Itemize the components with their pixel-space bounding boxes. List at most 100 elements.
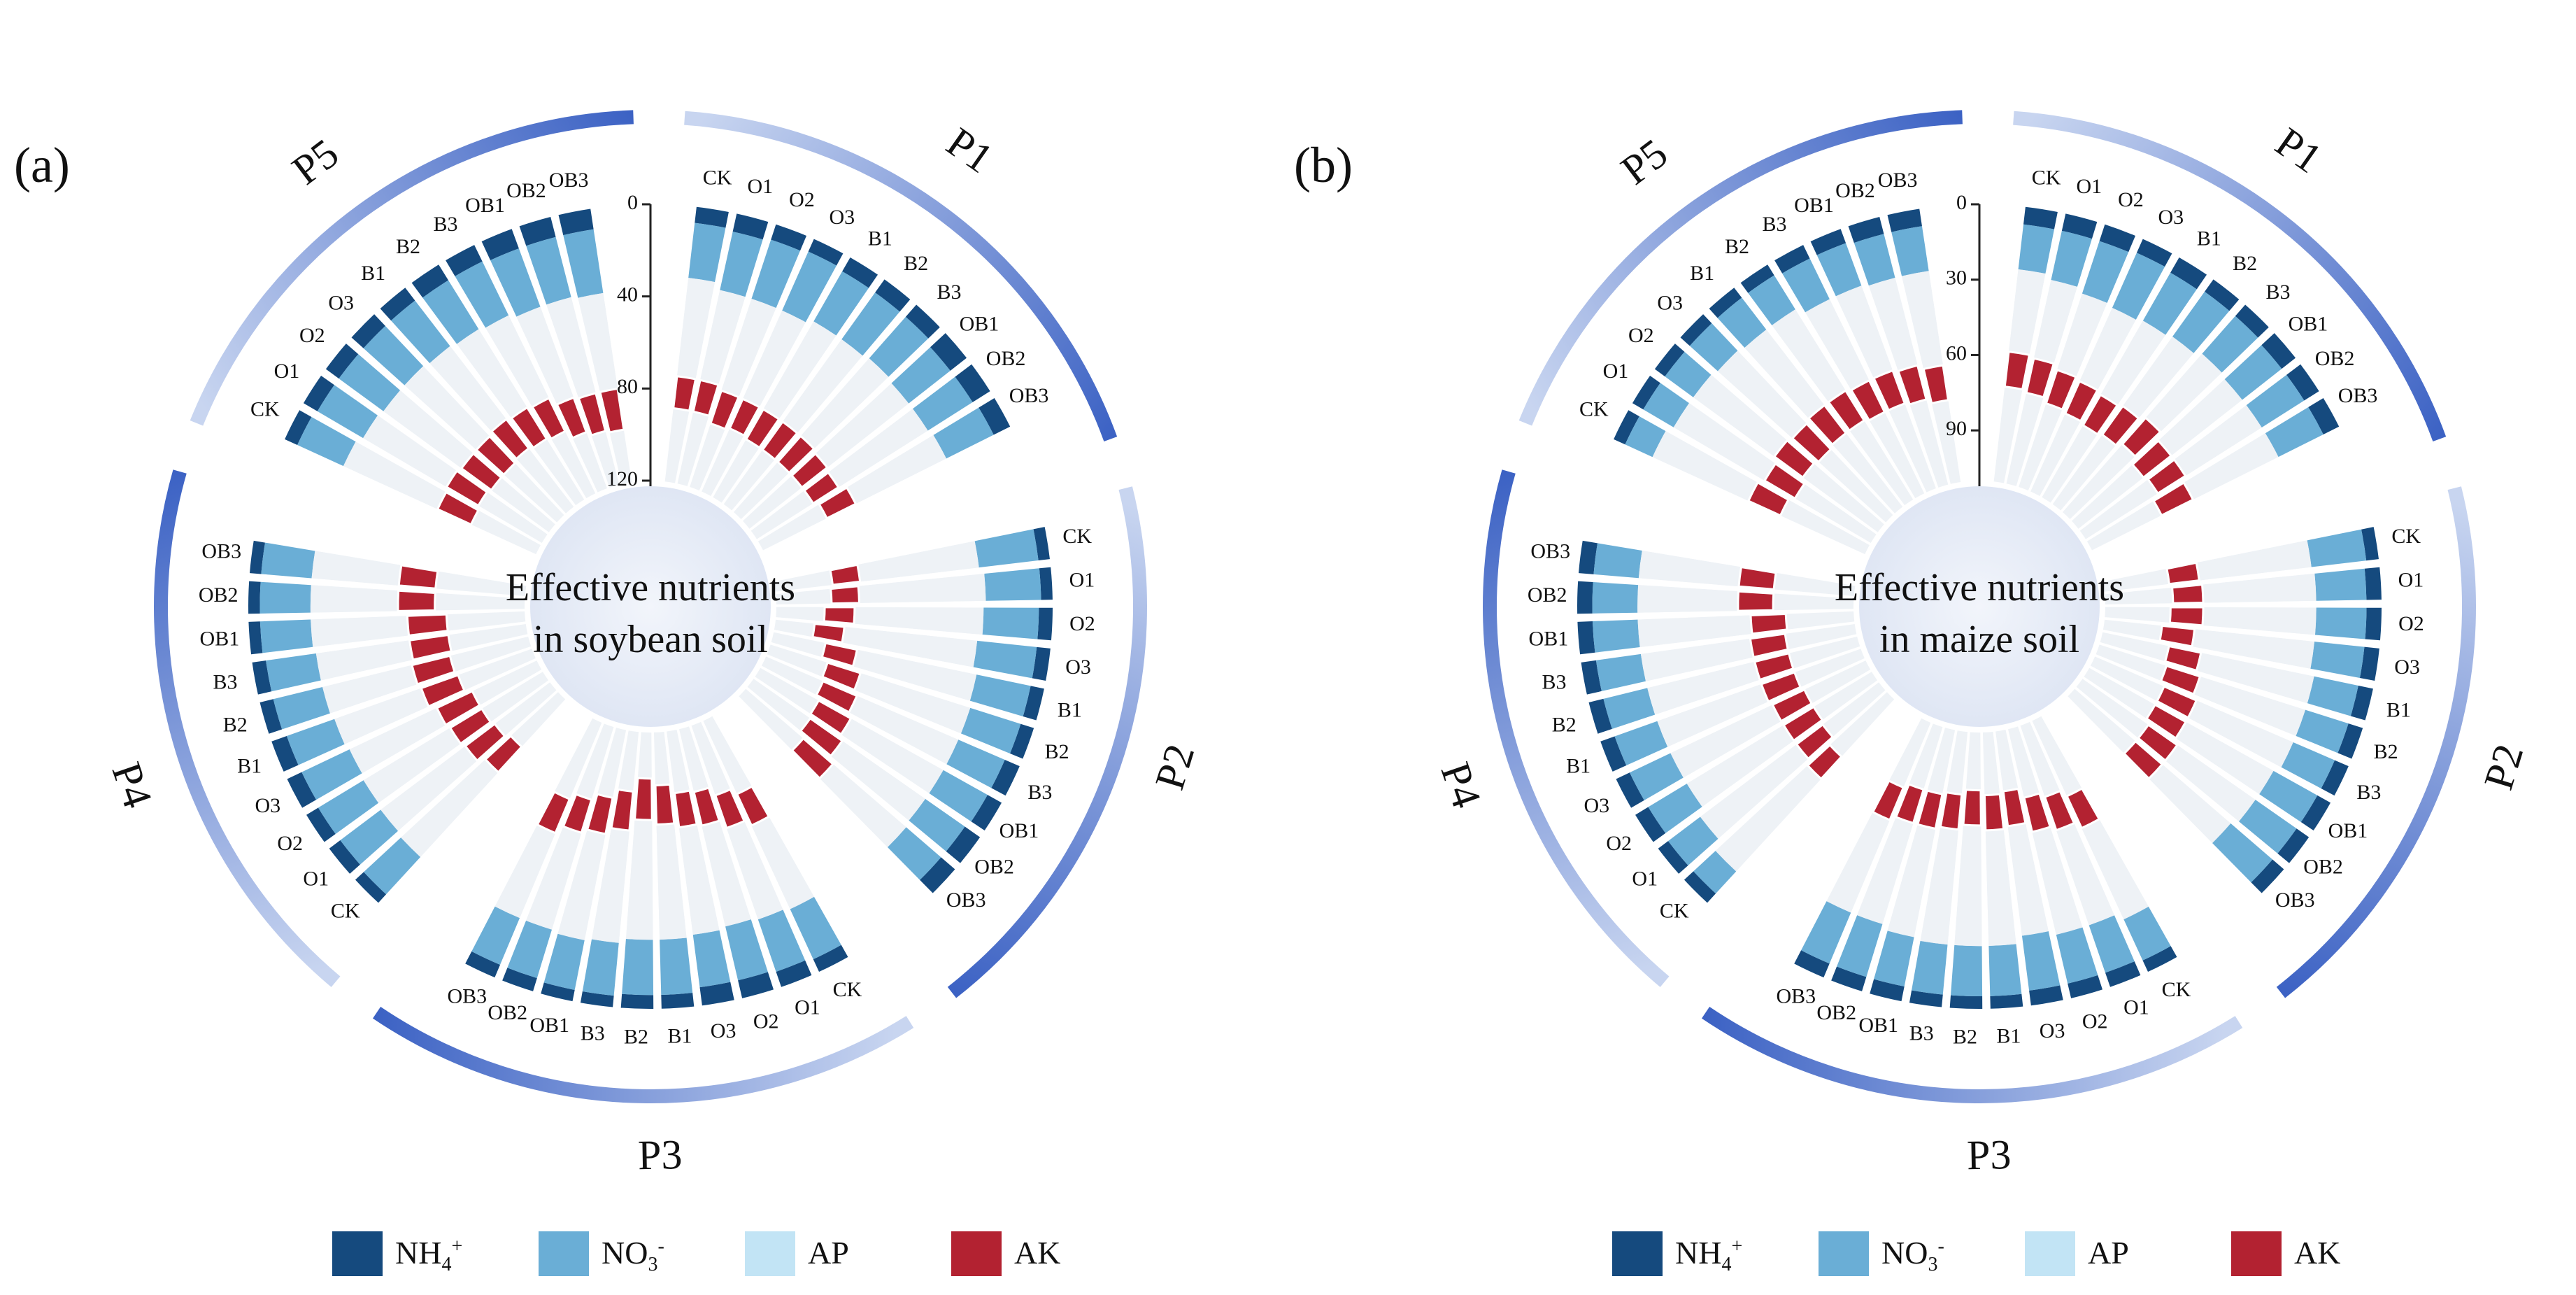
category-label: B2 <box>1552 713 1577 736</box>
bar-ak-p5-ob3 <box>1922 364 1950 405</box>
bar-ak-p2-ck <box>829 563 862 586</box>
bar-ap-p5-ck <box>1652 431 1758 501</box>
bar-no3-p4-b2 <box>1603 688 1656 729</box>
category-label: O1 <box>2398 568 2424 591</box>
category-label: OB2 <box>488 1001 527 1024</box>
bar-no3-p4-b1 <box>286 719 345 765</box>
bar-nh4-p1-b3 <box>905 304 940 339</box>
legend-label-ak: AK <box>2294 1235 2340 1271</box>
category-label: CK <box>833 978 862 1001</box>
category-label: B2 <box>1045 740 1069 763</box>
bar-no3-p1-ob1 <box>2224 345 2282 400</box>
bar-ak-p4-b1 <box>1760 671 1802 703</box>
bar-no3-p4-o3 <box>1629 753 1684 800</box>
bar-nh4-p2-ob1 <box>2300 795 2331 831</box>
bar-ak-p3-ob3 <box>536 790 571 835</box>
legend-label-nh4: NH4+ <box>395 1235 462 1275</box>
bar-ap-p4-o3 <box>349 707 446 774</box>
bar-nh4-p4-ob2 <box>248 581 261 614</box>
group-arc-p2 <box>2276 486 2476 998</box>
bar-nh4-p5-ck <box>1614 410 1639 445</box>
legend-label-ap: AP <box>808 1235 849 1271</box>
bar-ap-p4-ck <box>1715 765 1821 872</box>
bar-nh4-p5-b1 <box>380 288 415 321</box>
bar-no3-p3-b3 <box>582 939 619 996</box>
legend-label-no3: NO3- <box>1881 1235 1944 1275</box>
bar-nh4-p5-o1 <box>303 376 334 411</box>
bar-nh4-p4-o2 <box>1635 807 1666 842</box>
legend-label-ak: AK <box>1014 1235 1060 1271</box>
bar-no3-p1-ob2 <box>912 376 973 431</box>
bar-no3-p2-ob2 <box>909 798 965 851</box>
bar-no3-p5-ob2 <box>1853 234 1895 286</box>
bar-ap-p4-o2 <box>1686 725 1794 807</box>
bar-ak-p3-b2 <box>633 777 653 821</box>
category-label: OB2 <box>974 855 1014 878</box>
bar-ak-p2-o3 <box>2158 624 2196 648</box>
category-label: B3 <box>1909 1021 1934 1045</box>
bar-ap-p1-b3 <box>800 358 889 449</box>
bar-no3-p3-ob2 <box>1837 915 1883 977</box>
bar-ap-p5-ob2 <box>1868 277 1918 371</box>
bar-nh4-p2-b2 <box>2337 723 2363 759</box>
bar-no3-p3-o1 <box>757 910 806 972</box>
category-label: O3 <box>829 206 855 229</box>
bar-no3-p4-ob1 <box>1592 619 1640 653</box>
bar-ap-p3-b3 <box>591 828 629 943</box>
group-label-p4: P4 <box>103 756 161 813</box>
legend-swatch-nh4 <box>332 1231 383 1276</box>
bar-ap-p2-b3 <box>848 695 959 765</box>
bar-no3-p1-b3 <box>2202 316 2258 373</box>
bar-nh4-p3-o1 <box>776 960 812 987</box>
bar-no3-p4-ck <box>364 837 421 895</box>
bar-no3-p5-o1 <box>317 385 378 439</box>
bar-ap-p5-o3 <box>404 366 490 451</box>
bar-ap-p5-ob1 <box>1835 285 1893 378</box>
bar-ak-p1-b2 <box>2100 404 2140 447</box>
bar-no3-p1-ck <box>688 222 726 283</box>
category-label: OB2 <box>506 179 546 202</box>
bar-nh4-p1-ob2 <box>2286 364 2319 401</box>
bar-ak-p1-b2 <box>761 420 799 461</box>
bar-ak-p2-ob2 <box>799 716 844 758</box>
category-label: OB3 <box>201 540 241 563</box>
bar-ak-p2-ck <box>2165 561 2200 586</box>
bar-nh4-p4-ob3 <box>250 540 265 574</box>
bar-nh4-p2-ob3 <box>920 857 955 893</box>
category-label: CK <box>2391 525 2421 548</box>
category-label: B3 <box>213 670 237 693</box>
bar-no3-p5-b2 <box>422 280 479 344</box>
bar-ap-p2-b1 <box>853 649 977 701</box>
bar-nh4-p5-o3 <box>351 314 385 348</box>
bar-nh4-p2-b2 <box>1010 723 1034 759</box>
bar-ak-p3-o2 <box>2023 792 2052 833</box>
center-title-line: Effective nutrients <box>506 566 795 609</box>
bar-ap-p3-o3 <box>2007 823 2049 936</box>
bar-ap-p3-o3 <box>678 824 720 935</box>
bar-nh4-p2-ob2 <box>946 826 981 863</box>
bar-nh4-p5-ob2 <box>1848 217 1884 243</box>
bar-ak-p4-o2 <box>1781 705 1824 742</box>
bar-nh4-p3-o1 <box>2105 961 2141 987</box>
legend-swatch-ap <box>2025 1231 2075 1276</box>
bar-ap-p2-b2 <box>2193 676 2305 736</box>
bar-ak-p4-b1 <box>420 673 466 708</box>
bar-ak-p4-b2 <box>1753 652 1795 681</box>
bar-nh4-p3-b1 <box>661 992 695 1009</box>
bar-no3-p2-ck <box>974 529 1039 568</box>
bar-nh4-p1-b1 <box>2170 257 2207 290</box>
category-label: B3 <box>434 213 458 236</box>
bar-ap-p1-ob3 <box>846 434 946 504</box>
bar-nh4-p4-ck <box>355 872 387 903</box>
bar-ap-p4-ck <box>401 759 499 857</box>
bar-ak-p3-o2 <box>692 786 721 827</box>
bar-no3-p1-b1 <box>813 271 869 336</box>
bar-ak-p2-o2 <box>2168 606 2205 627</box>
bar-ap-p2-o2 <box>853 607 984 635</box>
bar-nh4-p3-b3 <box>580 991 614 1007</box>
category-label: O2 <box>1069 612 1095 635</box>
axis-tick-label: 60 <box>1946 341 1967 365</box>
bar-no3-p1-b1 <box>2142 272 2197 335</box>
group-label-p5: P5 <box>1613 130 1676 194</box>
bar-ap-p5-b2 <box>1772 309 1846 402</box>
